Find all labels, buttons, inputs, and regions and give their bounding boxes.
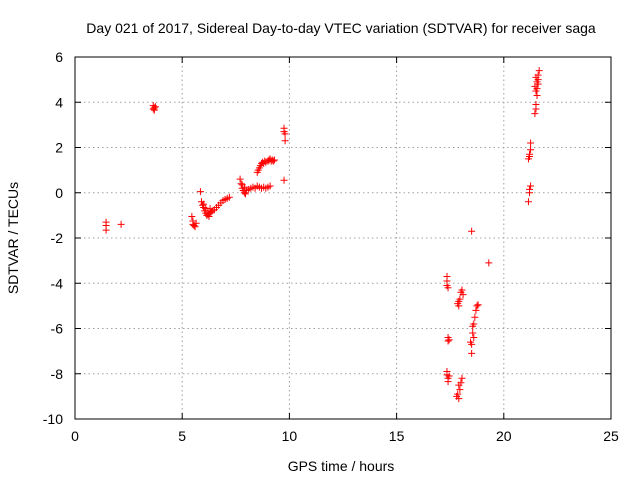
data-point xyxy=(196,188,204,196)
y-tick-label: -4 xyxy=(51,275,64,291)
data-point xyxy=(527,139,535,147)
data-point xyxy=(526,185,534,193)
data-point xyxy=(458,374,466,382)
data-point xyxy=(473,302,481,310)
data-point xyxy=(527,182,535,190)
data-point xyxy=(189,220,197,228)
data-point xyxy=(192,219,200,227)
data-point xyxy=(280,176,288,184)
data-point xyxy=(535,67,543,75)
data-point xyxy=(472,306,480,314)
x-tick-label: 20 xyxy=(496,428,512,444)
data-point xyxy=(117,220,125,228)
y-tick-label: -8 xyxy=(51,366,64,382)
data-point xyxy=(469,329,477,337)
data-points xyxy=(102,67,543,403)
y-tick-label: 0 xyxy=(55,185,63,201)
data-point xyxy=(237,180,245,188)
data-point xyxy=(454,390,462,398)
data-point xyxy=(225,193,233,201)
data-point xyxy=(468,340,476,348)
y-tick-label: -6 xyxy=(51,321,64,337)
data-point xyxy=(526,153,534,161)
data-point xyxy=(468,227,476,235)
data-point xyxy=(524,198,532,206)
data-point xyxy=(206,205,214,213)
data-point xyxy=(444,378,452,386)
data-point xyxy=(281,130,289,138)
axis-ticks: 0 5 10 15 20 25 -10 -8 -6 -4 -2 0 2 4 6 xyxy=(43,49,619,444)
x-tick-label: 25 xyxy=(603,428,619,444)
data-point xyxy=(485,259,493,267)
data-point xyxy=(266,182,274,190)
data-point xyxy=(444,337,452,345)
data-point xyxy=(240,183,248,191)
data-point xyxy=(471,313,479,321)
data-point xyxy=(102,226,110,234)
data-point xyxy=(532,87,540,95)
data-point xyxy=(455,395,463,403)
y-tick-label: -2 xyxy=(51,230,64,246)
data-point xyxy=(531,82,539,90)
data-point xyxy=(455,297,463,305)
x-axis-label: GPS time / hours xyxy=(288,458,395,474)
data-point xyxy=(533,91,541,99)
y-tick-label: 2 xyxy=(55,140,63,156)
x-tick-label: 5 xyxy=(178,428,186,444)
data-point xyxy=(445,336,453,344)
data-point xyxy=(459,291,467,299)
data-point xyxy=(527,146,535,154)
y-tick-label: 6 xyxy=(55,49,63,65)
data-point xyxy=(445,372,453,380)
data-point xyxy=(468,349,476,357)
grid-lines xyxy=(75,57,611,419)
data-point xyxy=(532,73,540,81)
y-tick-label: 4 xyxy=(55,94,63,110)
data-point xyxy=(281,137,289,145)
data-point xyxy=(470,334,478,342)
data-point xyxy=(200,200,208,208)
x-tick-label: 15 xyxy=(389,428,405,444)
data-point xyxy=(236,175,244,183)
data-point xyxy=(456,386,464,394)
data-point xyxy=(270,156,278,164)
x-tick-label: 0 xyxy=(71,428,79,444)
chart-title: Day 021 of 2017, Sidereal Day-to-day VTE… xyxy=(86,20,596,36)
data-point xyxy=(241,190,249,198)
y-tick-label: -10 xyxy=(43,411,63,427)
data-point xyxy=(469,322,477,330)
data-point xyxy=(280,124,288,132)
x-tick-label: 10 xyxy=(282,428,298,444)
data-point xyxy=(150,106,158,114)
data-point xyxy=(533,78,541,86)
data-point xyxy=(531,110,539,118)
data-point xyxy=(205,213,213,221)
data-point xyxy=(269,157,277,165)
data-point xyxy=(188,213,196,221)
data-point xyxy=(444,284,452,292)
data-point xyxy=(458,286,466,294)
data-point xyxy=(151,103,159,111)
data-point xyxy=(532,101,540,109)
data-point xyxy=(455,381,463,389)
y-axis-label: SDTVAR / TECUs xyxy=(5,182,21,294)
data-point xyxy=(474,301,482,309)
